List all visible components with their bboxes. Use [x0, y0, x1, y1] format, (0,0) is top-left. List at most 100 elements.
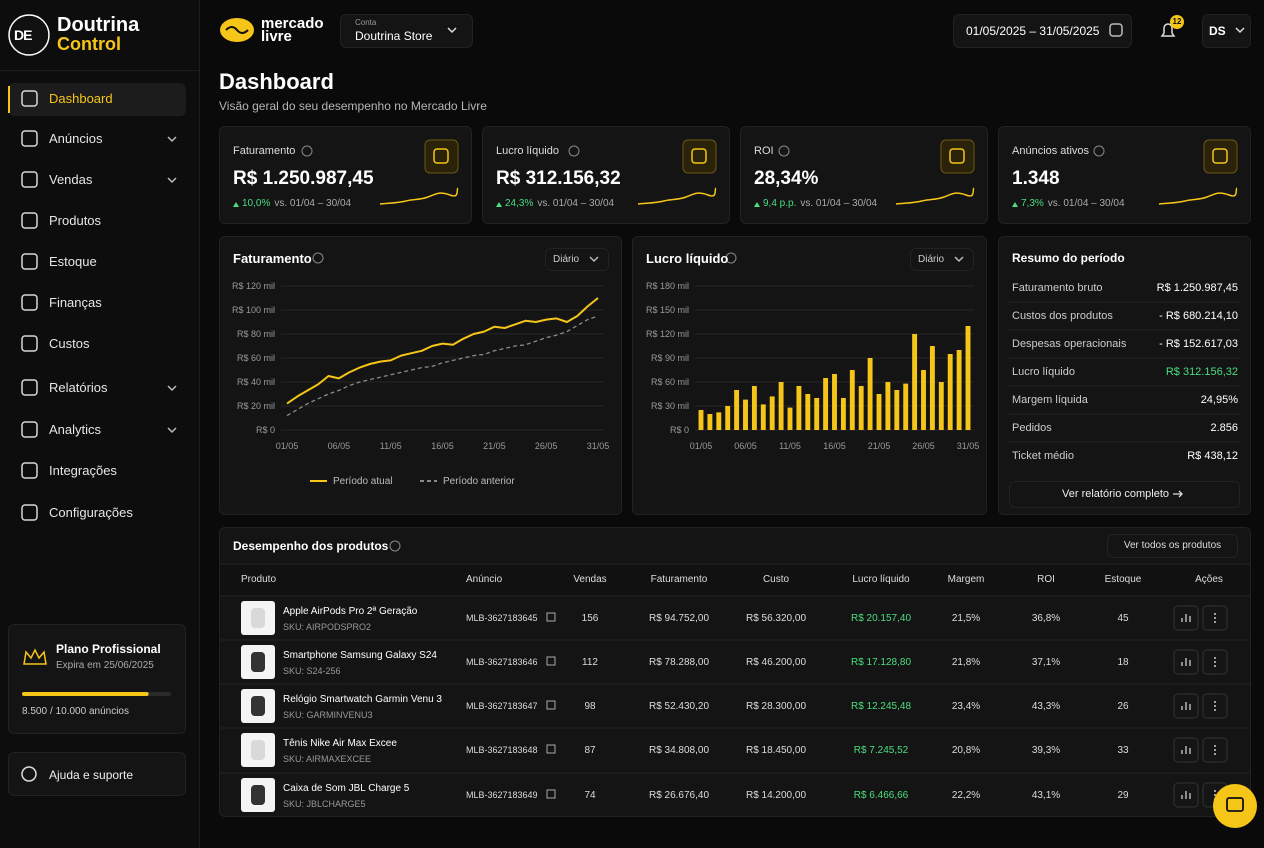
- column-header: ROI: [1037, 574, 1055, 585]
- period-select-label[interactable]: Diário: [553, 254, 580, 265]
- nav-item[interactable]: Analytics: [49, 422, 102, 437]
- kpi-comparison: vs. 01/04 – 30/04: [537, 198, 615, 209]
- report-link[interactable]: Ver relatório completo: [1062, 488, 1169, 500]
- nav-item[interactable]: Custos: [49, 336, 90, 351]
- summary-value: - R$ 152.617,03: [1159, 338, 1238, 350]
- product-name: Apple AirPods Pro 2ª Geração: [283, 606, 418, 617]
- product-sku: SKU: AIRPODSPRO2: [283, 622, 372, 632]
- nav-item[interactable]: Anúncios: [49, 131, 103, 146]
- table-cell: R$ 34.808,00: [648, 745, 710, 756]
- sidebar-divider: [0, 70, 199, 71]
- summary-value: 2.856: [1210, 422, 1238, 434]
- summary-value: - R$ 680.214,10: [1159, 310, 1238, 322]
- table-cell: 29: [1117, 790, 1129, 801]
- view-all-products[interactable]: Ver todos os produtos: [1123, 540, 1222, 551]
- page-subtitle: Visão geral do seu desempenho no Mercado…: [219, 99, 487, 113]
- nav-item[interactable]: Integrações: [49, 463, 117, 478]
- table-cell: R$ 56.320,00: [745, 613, 807, 624]
- nav-item[interactable]: Relatórios: [49, 380, 108, 395]
- chart-title: Faturamento: [233, 251, 312, 266]
- table-cell: 22,2%: [951, 790, 981, 801]
- table-cell: 26: [1117, 701, 1129, 712]
- column-header: Faturamento: [650, 574, 708, 585]
- ml-logo-text: mercado: [261, 15, 324, 32]
- nav-item[interactable]: Vendas: [49, 172, 93, 187]
- period-select[interactable]: [910, 248, 974, 271]
- view-all-button[interactable]: [1107, 534, 1238, 558]
- kpi-delta-row: 7,3% vs. 01/04 – 30/04: [1021, 198, 1125, 209]
- support-link[interactable]: Ajuda e suporte: [49, 768, 134, 782]
- nav-item[interactable]: Dashboard: [49, 91, 113, 106]
- brand-name-accent: Control: [57, 34, 121, 54]
- kpi-delta: 24,3%: [505, 198, 534, 209]
- summary-value: R$ 312.156,32: [1165, 366, 1238, 378]
- kpi-comparison: vs. 01/04 – 30/04: [1047, 198, 1125, 209]
- kpi-delta-row: 10,0% vs. 01/04 – 30/04: [242, 198, 351, 209]
- profit-chart-card: [632, 236, 987, 515]
- product-name: Relógio Smartwatch Garmin Venu 3: [283, 694, 442, 705]
- kpi-title: Anúncios ativos: [1012, 145, 1090, 157]
- kpi-title: Faturamento: [233, 145, 296, 157]
- product-name: Tênis Nike Air Max Excee: [283, 738, 397, 749]
- listing-id[interactable]: MLB-3627183647: [466, 701, 538, 711]
- kpi-delta: 10,0%: [242, 198, 271, 209]
- table-cell: R$ 52.430,20: [648, 701, 710, 712]
- column-header: Custo: [762, 574, 790, 585]
- nav-item[interactable]: Finanças: [49, 295, 102, 310]
- listing-id[interactable]: MLB-3627183646: [466, 657, 538, 667]
- table-cell: R$ 12.245,48: [850, 701, 912, 712]
- product-sku: SKU: S24-256: [283, 666, 341, 676]
- table-cell: R$ 14.200,00: [745, 790, 807, 801]
- kpi-comparison: vs. 01/04 – 30/04: [800, 198, 878, 209]
- product-sku: SKU: AIRMAXEXCEE: [283, 754, 372, 764]
- plan-used: 8.500: [22, 706, 48, 717]
- kpi-comparison: vs. 01/04 – 30/04: [274, 198, 352, 209]
- table-cell: 39,3%: [1031, 745, 1061, 756]
- kpi-value: 1.348: [1012, 168, 1060, 189]
- revenue-chart-card: [219, 236, 622, 515]
- date-range-picker[interactable]: [953, 14, 1132, 48]
- kpi-delta: 9,4 p.p.: [763, 198, 797, 209]
- logo-mark: DE: [14, 27, 32, 43]
- summary-label: Despesas operacionais: [1012, 338, 1127, 350]
- listing-id[interactable]: MLB-3627183649: [466, 790, 538, 800]
- plan-card: [8, 624, 186, 734]
- listing-id[interactable]: MLB-3627183648: [466, 745, 538, 755]
- report-link-button[interactable]: [1009, 481, 1240, 508]
- table-cell: R$ 78.288,00: [648, 657, 710, 668]
- kpi-delta-row: 24,3% vs. 01/04 – 30/04: [505, 198, 614, 209]
- table-cell: 98: [584, 701, 596, 712]
- period-select-label[interactable]: Diário: [918, 254, 945, 265]
- table-cell: R$ 20.157,40: [850, 613, 912, 624]
- table-cell: R$ 17.128,80: [850, 657, 912, 668]
- summary-value: R$ 1.250.987,45: [1156, 282, 1238, 294]
- support-card[interactable]: [8, 752, 186, 796]
- table-cell: 21,8%: [951, 657, 981, 668]
- products-card: [219, 527, 1251, 817]
- table-cell: R$ 28.300,00: [745, 701, 807, 712]
- brand-name: Doutrina: [57, 14, 140, 36]
- listing-id[interactable]: MLB-3627183645: [466, 613, 538, 623]
- summary-value: 24,95%: [1200, 394, 1238, 406]
- table-cell: 36,8%: [1031, 613, 1061, 624]
- summary-label: Margem líquida: [1012, 394, 1088, 406]
- nav-item[interactable]: Estoque: [49, 254, 97, 269]
- kpi-delta-row: 9,4 p.p. vs. 01/04 – 30/04: [763, 198, 877, 209]
- account-name: Doutrina Store: [355, 29, 433, 43]
- table-cell: 112: [582, 657, 598, 668]
- nav-item[interactable]: Configurações: [49, 505, 133, 520]
- summary-card: [998, 236, 1251, 515]
- table-cell: R$ 6.466,66: [853, 790, 909, 801]
- table-cell: R$ 26.676,40: [648, 790, 710, 801]
- summary-label: Faturamento bruto: [1012, 282, 1103, 294]
- product-sku: SKU: JBLCHARGE5: [283, 799, 366, 809]
- period-select[interactable]: [545, 248, 609, 271]
- column-header: Estoque: [1104, 574, 1142, 585]
- column-header: Anúncio: [466, 574, 503, 585]
- table-cell: 33: [1117, 745, 1129, 756]
- page-title: Dashboard: [219, 69, 334, 94]
- kpi-title: ROI: [754, 145, 774, 157]
- nav-item[interactable]: Produtos: [49, 213, 102, 228]
- summary-label: Custos dos produtos: [1012, 310, 1113, 322]
- table-title: Desempenho dos produtos: [233, 539, 389, 553]
